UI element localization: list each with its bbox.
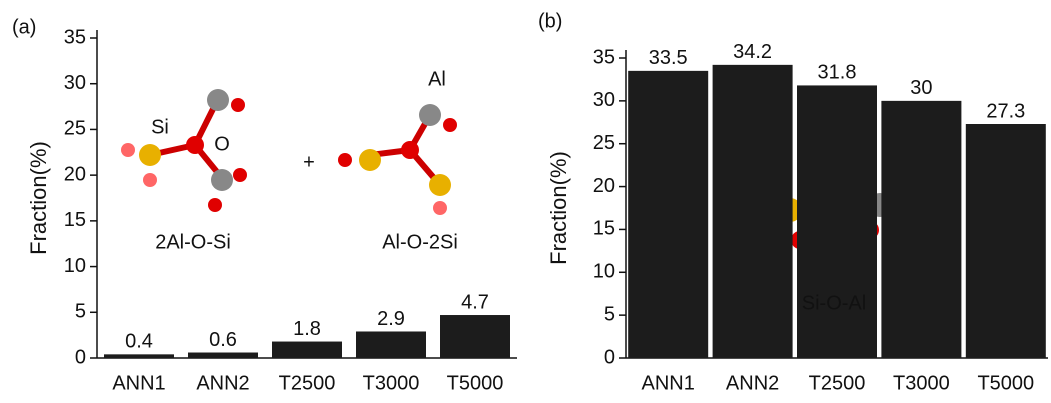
molecule-right — [338, 104, 457, 215]
value-label: 0.4 — [125, 331, 153, 353]
x-tick-label: T3000 — [363, 372, 420, 394]
bar — [966, 124, 1046, 358]
value-label: 2.9 — [377, 308, 405, 330]
y-tick-label: 10 — [64, 255, 86, 277]
bar — [797, 85, 877, 358]
x-tick-label: ANN2 — [726, 372, 779, 394]
y-tick-label: 5 — [604, 303, 615, 325]
y-tick-label: 35 — [593, 46, 615, 68]
value-label: 0.6 — [209, 329, 237, 351]
x-tick-label: T5000 — [447, 372, 504, 394]
y-tick-label: 15 — [593, 218, 615, 240]
y-tick-label: 20 — [64, 163, 86, 185]
panel-label: (b) — [538, 10, 562, 32]
bar — [188, 353, 258, 358]
bar — [713, 65, 793, 358]
x-tick-label: ANN1 — [112, 372, 165, 394]
annotation: Si-O-Al — [802, 292, 866, 314]
annotation: Al-O-2Si — [382, 231, 458, 253]
value-label: 34.2 — [733, 41, 772, 63]
value-label: 31.8 — [818, 62, 857, 84]
value-label: 33.5 — [649, 47, 688, 69]
annotation: Si — [151, 116, 169, 138]
value-label: 1.8 — [293, 318, 321, 340]
y-tick-label: 0 — [604, 346, 615, 368]
panel-label: (a) — [12, 16, 36, 38]
y-tick-label: 15 — [64, 209, 86, 231]
y-tick-label: 30 — [64, 72, 86, 94]
x-tick-label: T2500 — [279, 372, 336, 394]
bar — [356, 331, 426, 358]
y-tick-label: 10 — [593, 261, 615, 283]
value-label: 27.3 — [986, 100, 1025, 122]
bar — [272, 342, 342, 358]
y-tick-label: 25 — [64, 118, 86, 140]
x-tick-label: T5000 — [977, 372, 1034, 394]
x-tick-label: ANN1 — [642, 372, 695, 394]
x-tick-label: ANN2 — [196, 372, 249, 394]
value-label: 4.7 — [461, 291, 489, 313]
bar — [104, 354, 174, 358]
y-tick-label: 5 — [75, 301, 86, 323]
bar — [440, 315, 510, 358]
y-tick-label: 35 — [64, 26, 86, 48]
bar — [881, 101, 961, 358]
annotation: O — [214, 133, 230, 155]
annotation: 2Al-O-Si — [155, 231, 231, 253]
y-tick-label: 20 — [593, 175, 615, 197]
annotation: + — [303, 151, 315, 173]
y-axis-title: Fraction(%) — [546, 151, 571, 265]
figure: (a) Fraction(%) 0 5 10 15 20 25 30 35 0.4 ANN1 0.6 AN… — [0, 0, 1051, 403]
x-tick-label: T3000 — [893, 372, 950, 394]
x-tick-label: T2500 — [809, 372, 866, 394]
annotation: Al — [428, 68, 446, 90]
y-tick-label: 30 — [593, 89, 615, 111]
bar — [628, 71, 708, 358]
value-label: 30 — [910, 77, 932, 99]
y-tick-label: 25 — [593, 132, 615, 154]
y-axis-title: Fraction(%) — [26, 141, 51, 255]
y-tick-label: 0 — [75, 346, 86, 368]
